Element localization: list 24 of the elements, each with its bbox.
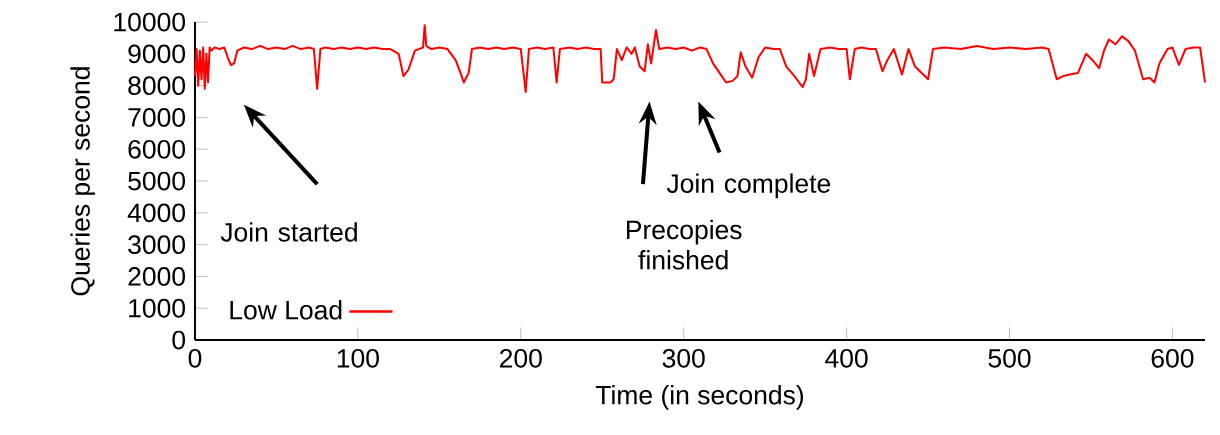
y-tick-label: 7000 — [128, 108, 186, 127]
x-axis-title: Time (in seconds) — [595, 385, 804, 410]
annotation: Join started — [220, 222, 357, 242]
x-tick-label: 300 — [662, 348, 705, 368]
x-tick-label: 400 — [825, 348, 868, 368]
x-tick-label: 600 — [1151, 348, 1194, 368]
annotation: Precopies finished — [627, 219, 742, 270]
y-tick-label: 10000 — [114, 12, 186, 32]
y-tick-label: 3000 — [128, 235, 186, 255]
y-tick-label: 2000 — [128, 267, 186, 286]
x-tick-label: 100 — [337, 348, 379, 368]
y-axis-title: Queries per second — [70, 67, 96, 296]
x-tick-label: 0 — [188, 348, 202, 368]
x-tick-label: 500 — [988, 348, 1031, 368]
y-tick-label: 1000 — [129, 298, 186, 318]
y-tick-label: 8000 — [128, 76, 186, 96]
y-tick-label: 0 — [172, 330, 186, 350]
y-tick-label: 5000 — [128, 171, 186, 191]
x-tick-label: 200 — [500, 348, 542, 368]
y-tick-label: 4000 — [127, 203, 186, 223]
annotation: Join complete — [666, 173, 831, 199]
y-tick-label: 6000 — [128, 139, 186, 159]
legend-label: Low Load — [230, 300, 342, 320]
y-tick-label: 9000 — [128, 44, 186, 64]
